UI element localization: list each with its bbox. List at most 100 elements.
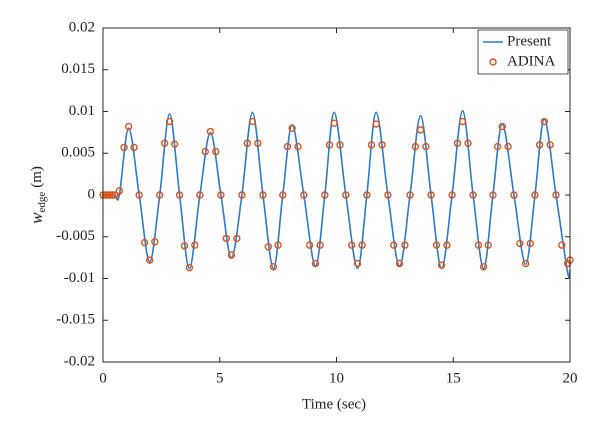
point: [130, 143, 138, 152]
point: [540, 117, 549, 126]
point: [484, 241, 492, 249]
point: [279, 191, 287, 199]
point: [311, 259, 320, 268]
point: [464, 139, 472, 147]
point: [201, 147, 209, 156]
point: [196, 191, 204, 199]
point: [437, 261, 446, 269]
point: [151, 238, 159, 246]
point: [264, 243, 273, 251]
point: [288, 124, 296, 132]
point: [330, 119, 338, 127]
point: [227, 251, 236, 259]
point: [300, 191, 308, 199]
x-tick-label: 10: [329, 370, 344, 386]
y-label-symbol: w: [27, 212, 46, 224]
point: [336, 141, 344, 149]
point: [558, 241, 566, 249]
line: [103, 109, 571, 279]
point: [372, 120, 380, 128]
point: [342, 191, 350, 199]
point: [217, 191, 225, 199]
point: [103, 191, 112, 199]
point: [191, 241, 199, 249]
point: [358, 241, 366, 249]
point: [135, 191, 143, 199]
y-tick-label: -0.02: [64, 353, 95, 369]
plot-area: [103, 28, 570, 362]
point: [432, 241, 441, 249]
x-tick-label: 20: [563, 370, 578, 386]
point: [411, 142, 420, 151]
y-label-subscript: edge: [36, 192, 48, 213]
legend-box: [477, 29, 569, 75]
point: [124, 122, 133, 131]
point: [321, 191, 329, 199]
point: [185, 263, 194, 272]
point: [156, 191, 164, 199]
point: [160, 139, 169, 147]
point: [504, 142, 512, 151]
point: [238, 191, 246, 199]
point: [458, 117, 467, 126]
point: [453, 139, 462, 147]
point: [474, 241, 483, 249]
point: [390, 241, 398, 249]
y-tick-label: -0.01: [64, 270, 95, 286]
point: [469, 191, 477, 199]
point: [140, 238, 149, 247]
point: [516, 239, 524, 248]
point: [106, 191, 114, 199]
y-tick-label: 0.02: [69, 19, 95, 35]
point: [489, 191, 497, 199]
x-axis-label: Time (sec): [302, 396, 366, 412]
legend-label: ADINA: [507, 53, 555, 69]
point: [212, 147, 220, 156]
point: [384, 191, 392, 199]
point: [479, 263, 488, 271]
y-tick-label: -0.015: [56, 312, 95, 328]
plot-border: [102, 27, 571, 363]
y-tick-label: 0.015: [61, 61, 95, 77]
x-tick-label: 5: [216, 370, 224, 386]
y-label-unit: (m): [29, 166, 45, 188]
point: [498, 122, 506, 131]
x-tick-label: 15: [446, 370, 461, 386]
point: [510, 191, 518, 199]
point: [120, 143, 128, 152]
point: [427, 191, 435, 199]
point: [175, 191, 184, 199]
y-tick-label: 0.005: [61, 145, 95, 161]
point: [108, 191, 117, 199]
point: [115, 187, 124, 195]
point: [259, 191, 267, 199]
point: [110, 191, 119, 199]
point: [180, 242, 189, 250]
point: [448, 191, 456, 199]
point: [254, 139, 262, 147]
point: [378, 141, 386, 149]
point: [145, 256, 154, 264]
point: [325, 141, 334, 149]
point: [546, 141, 554, 149]
point: [422, 142, 430, 151]
point: [443, 241, 451, 249]
point: [101, 191, 110, 199]
point: [222, 234, 230, 243]
y-axis-label: wedge (m): [27, 166, 48, 224]
y-tick-label: 0.01: [69, 103, 95, 119]
point: [206, 127, 215, 136]
point: [521, 259, 530, 268]
point: [283, 142, 292, 151]
point: [367, 141, 376, 149]
legend-marker: [489, 58, 497, 66]
legend-label: Present: [507, 33, 552, 49]
y-tick-label: 0: [88, 186, 96, 202]
point: [165, 117, 174, 126]
point: [316, 241, 324, 249]
point: [305, 241, 314, 249]
point: [233, 234, 241, 243]
point: [535, 141, 544, 149]
point: [401, 241, 409, 249]
